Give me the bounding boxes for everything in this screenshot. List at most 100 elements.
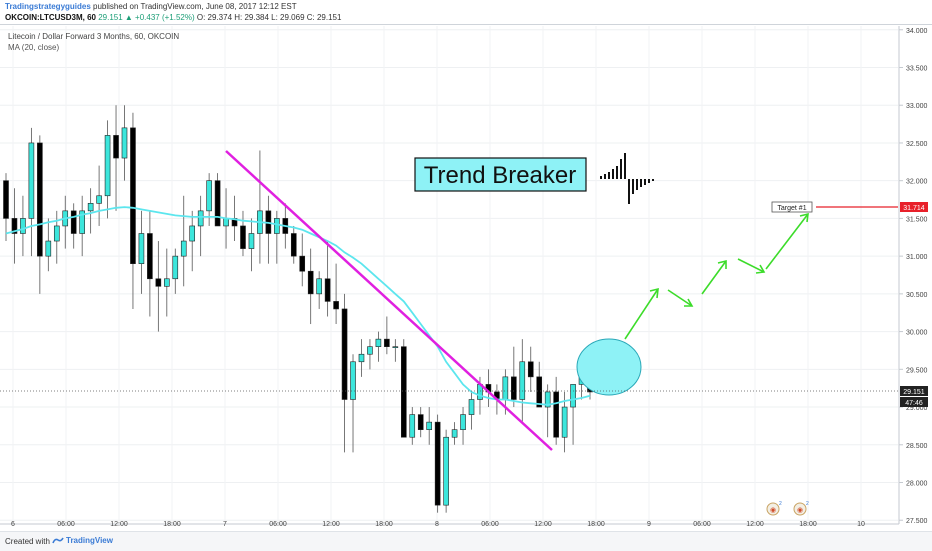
candle-body-down	[130, 127, 136, 264]
countdown-value: 47:46	[905, 400, 923, 407]
candle	[392, 339, 399, 362]
candle	[265, 195, 272, 264]
candle-body-up	[164, 278, 170, 287]
arrow-5	[765, 213, 809, 270]
candle	[316, 271, 322, 309]
candle	[138, 210, 145, 294]
candle-body-up	[20, 218, 26, 234]
candle	[248, 218, 255, 272]
candle	[451, 422, 458, 445]
candle	[155, 241, 162, 332]
event-flag-icon[interactable]: ◉ 2	[766, 501, 782, 516]
author-link[interactable]: Tradingstrategyguides	[5, 2, 91, 11]
candle	[104, 120, 111, 219]
arrow-3	[701, 260, 727, 295]
candle-body-down	[341, 308, 348, 400]
candle	[197, 195, 204, 257]
candle	[426, 407, 432, 445]
candle-body-up	[426, 421, 432, 430]
candle-body-up	[121, 127, 128, 159]
mini-volume-icon	[600, 153, 654, 204]
price-tick-label: 32.000	[906, 179, 928, 186]
candle	[570, 384, 576, 445]
price-tick-label: 31.500	[906, 216, 928, 223]
time-axis[interactable]: 6 06:00 12:00 18:00 7 06:00 12:00 18:00 8 06:00 12…	[0, 521, 899, 528]
candle	[96, 165, 102, 226]
candle-body-down	[299, 255, 306, 272]
candle-body-down	[113, 135, 119, 159]
candle-body-up	[358, 353, 365, 363]
arrow-2	[667, 289, 693, 307]
candle	[53, 210, 60, 264]
candle-body-down	[511, 376, 517, 400]
candle-body-up	[45, 240, 52, 257]
arrow-2-head	[684, 298, 694, 307]
candle-body-up	[96, 195, 102, 204]
candle	[189, 210, 196, 272]
arrow-4	[737, 258, 765, 273]
candle-body-up	[519, 361, 526, 400]
time-tick-label: 18:00	[587, 521, 605, 528]
countdown-tag	[900, 397, 928, 407]
candle	[240, 210, 246, 257]
candle	[147, 210, 153, 317]
candle	[400, 339, 407, 438]
candle	[299, 233, 306, 287]
candle-body-down	[214, 180, 221, 227]
time-tick-label: 06:00	[693, 521, 711, 528]
trend-breaker-box[interactable]	[414, 157, 587, 192]
tradingview-brand-link[interactable]: TradingView	[66, 536, 113, 545]
candle	[527, 346, 534, 392]
price-tick-label: 30.000	[906, 330, 928, 337]
time-tick-label: 12:00	[746, 521, 764, 528]
time-tick-label: 7	[223, 521, 227, 528]
candle	[28, 127, 35, 257]
candle-body-up	[138, 233, 145, 264]
candle-body-up	[367, 346, 373, 355]
event-flag-icon[interactable]: ◉ 2	[793, 501, 809, 516]
candle	[307, 248, 314, 325]
candle	[257, 150, 263, 264]
svg-text:2: 2	[806, 501, 809, 507]
arrow-4-head	[755, 264, 766, 274]
price-change: 29.151 ▲ +0.437 (+1.52%)	[98, 13, 195, 22]
candle-body-down	[11, 218, 18, 234]
candle	[384, 316, 390, 355]
candle	[417, 407, 424, 438]
time-tick-label: 6	[11, 521, 15, 528]
chart-title: Litecoin / Dollar Forward 3 Months, 60, …	[8, 32, 180, 41]
candle-body-up	[206, 180, 212, 212]
candle-body-up	[223, 218, 229, 227]
candle-body-up	[28, 142, 35, 219]
breakout-circle[interactable]	[576, 338, 642, 396]
candle-body-down	[324, 278, 331, 302]
publication-header: Tradingstrategyguides published on Tradi…	[0, 0, 932, 26]
candle	[519, 339, 526, 423]
candle-body-up	[53, 225, 60, 242]
last-price-value: 29.151	[903, 389, 925, 396]
candle-body-down	[536, 376, 543, 408]
ma-indicator-label[interactable]: MA (20, close)	[8, 43, 60, 52]
candle-body-up	[561, 406, 568, 438]
price-tick-label: 32.500	[906, 141, 928, 148]
candle-body-down	[3, 180, 9, 219]
trend-line[interactable]	[225, 150, 553, 451]
candle-body-up	[172, 255, 179, 280]
price-tick-label: 34.000	[906, 28, 928, 35]
candle-body-up	[350, 361, 356, 400]
candle	[358, 339, 365, 377]
projection-arrows[interactable]	[624, 212, 809, 340]
candle-body-up	[544, 391, 551, 408]
candle	[3, 173, 9, 242]
candle	[45, 218, 52, 272]
price-axis[interactable]: 34.000 33.500 33.000 32.500 32.000 31.500 31.0…	[898, 26, 928, 525]
symbol-line: OKCOIN:LTCUSD3M, 60 29.151 ▲ +0.437 (+1.…	[5, 13, 341, 22]
price-tick-label: 31.000	[906, 254, 928, 261]
candle	[290, 225, 297, 264]
price-chart[interactable]: 34.000 33.500 33.000 32.500 32.000 31.500 31.0…	[0, 26, 932, 531]
time-tick-label: 10	[857, 521, 865, 528]
publication-line: Tradingstrategyguides published on Tradi…	[5, 2, 297, 11]
candle-body-down	[37, 142, 43, 257]
candle-body-up	[79, 210, 85, 234]
